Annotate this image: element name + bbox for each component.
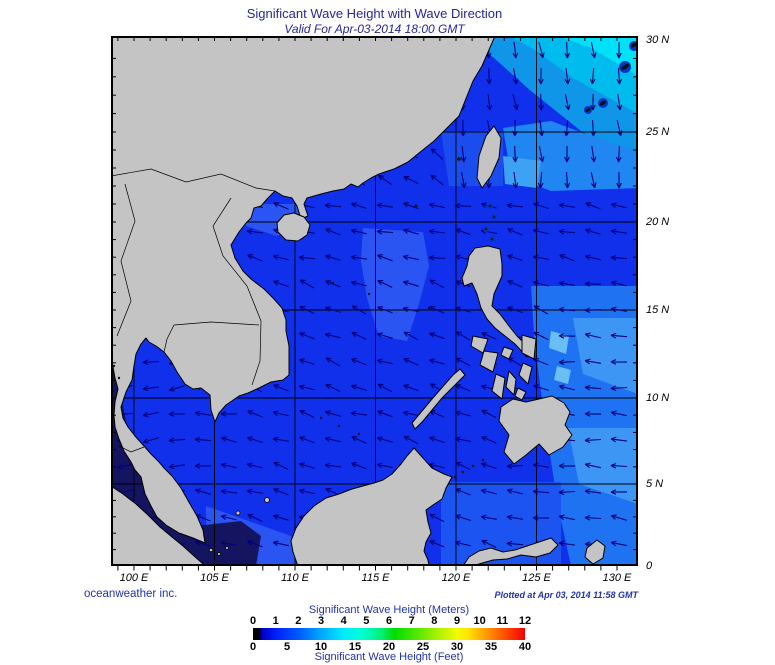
map-border [111,36,638,566]
lat-label: 30 N [646,34,670,46]
land-cebu [505,370,517,396]
land-sumatra [111,485,205,566]
land-masbate [500,346,514,360]
lon-label: 120 E [441,572,471,584]
plotted-timestamp: Plotted at Apr 03, 2014 11:58 GMT [494,590,638,600]
lat-label: 20 N [646,216,670,228]
land-mainland-asia [111,36,496,544]
lon-label: 125 E [522,572,551,584]
land-leyte [518,362,533,385]
lat-label: 5 N [646,478,664,490]
feet-tick: 5 [283,641,291,653]
meters-tick: 4 [340,615,347,627]
meters-tick: 10 [473,615,486,627]
meters-tick: 8 [431,615,438,627]
land-mindanao [498,395,573,465]
lon-label: 130 E [602,572,632,584]
land-panay [479,350,499,373]
feet-tick: 35 [484,641,498,653]
lat-label: 0 [646,560,653,572]
feet-tick: 0 [249,641,257,653]
feet-tick: 20 [382,641,396,653]
meters-tick: 11 [496,615,509,627]
meters-tick: 1 [272,615,279,627]
land-samar [521,334,537,360]
land-taiwan [476,125,502,189]
land-sulawesi [462,537,559,566]
legend-meters-title: Significant Wave Height (Meters) [308,604,470,616]
credit-text: oceanweather inc. [84,588,178,600]
lon-label: 110 E [281,572,309,584]
legend-feet-title: Significant Wave Height (Feet) [314,651,464,663]
lon-label: 115 E [361,572,390,584]
meters-tick: 0 [249,615,257,627]
lat-label: 25 N [646,126,670,138]
lat-label: 10 N [646,392,670,404]
valid-time-subtitle: Valid For Apr-03-2014 18:00 GMT [284,22,465,36]
feet-tick: 25 [416,641,430,653]
page-title: Significant Wave Height with Wave Direct… [246,6,503,21]
feet-tick: 10 [314,641,328,653]
wave-height-colorbar [253,628,525,640]
meters-tick: 9 [453,615,461,627]
land-negros [491,373,506,400]
feet-tick: 15 [348,641,362,653]
feet-tick: 40 [518,641,532,653]
land-luzon [461,245,535,358]
land-palawan [411,368,466,430]
land-hainan [276,212,311,242]
land-bohol [514,387,527,401]
lon-label: 100 E [119,572,149,584]
title-block: Significant Wave Height with Wave Direct… [111,6,638,36]
meters-tick: 6 [385,615,393,627]
meters-tick: 2 [295,615,302,627]
map-area [111,36,638,571]
wave-height-map [111,36,638,571]
land-masses [111,36,606,566]
meters-tick: 7 [408,615,415,627]
meters-tick: 3 [317,615,325,627]
country-borders [111,168,276,453]
lon-label: 105 E [200,572,229,584]
meters-tick: 5 [363,615,370,627]
land-halmahera [584,539,606,565]
lat-label: 15 N [646,304,670,316]
meters-tick: 12 [518,615,532,627]
feet-tick: 30 [450,641,464,653]
land-borneo [290,447,453,566]
